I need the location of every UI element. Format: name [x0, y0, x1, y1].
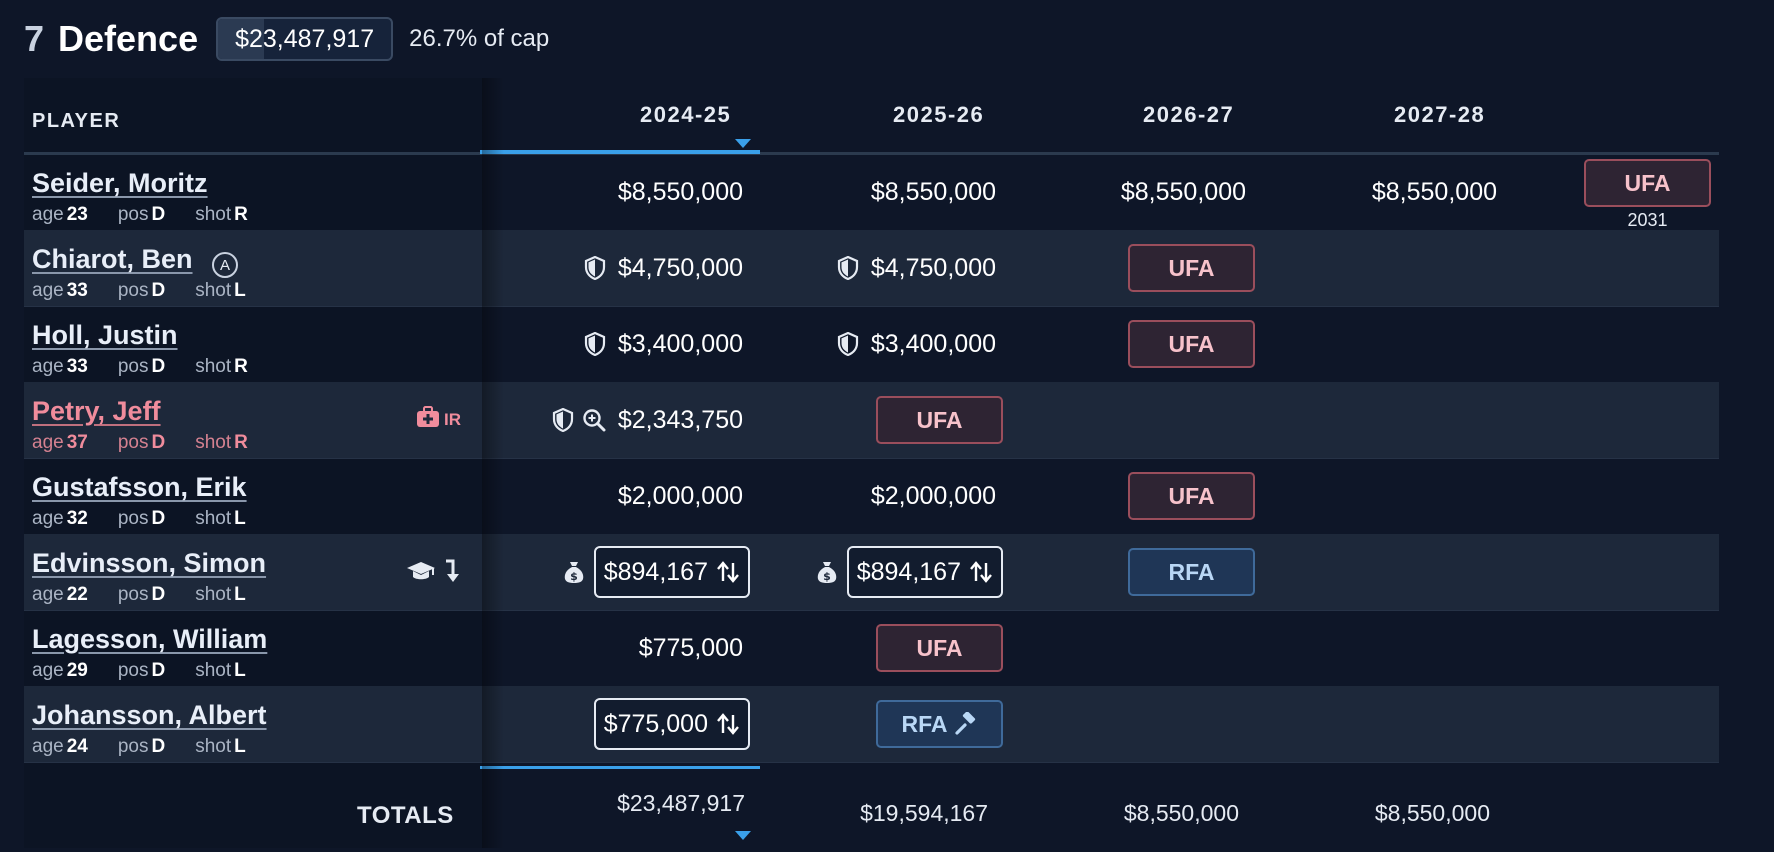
ufa-status-badge[interactable]: UFA: [1128, 320, 1255, 368]
total-2025-26: $19,594,167: [860, 800, 988, 826]
cap-hit-2024-25: $ $894,167: [479, 534, 750, 610]
player-name-link[interactable]: Edvinsson, Simon: [32, 548, 267, 578]
player-meta: age 33 pos D shot R: [32, 356, 248, 377]
cap-total-value: $23,487,917: [235, 24, 375, 53]
table-row: Edvinsson, Simon age 22 pos D shot L $ $894…: [24, 534, 1719, 611]
player-name-link[interactable]: Seider, Moritz: [32, 168, 208, 198]
column-header-2026-27[interactable]: 2026-27: [1143, 102, 1235, 127]
player-meta: age 37 pos D shot R: [32, 432, 248, 453]
shield-icon: [584, 256, 606, 280]
shield-icon: [552, 408, 574, 432]
alternate-captain-badge: A: [212, 252, 238, 278]
player-position: D: [151, 204, 166, 225]
cap-percentage: 26.7% of cap: [409, 25, 550, 52]
column-header-2027-28[interactable]: 2027-28: [1394, 102, 1486, 127]
sort-descending-icon: [735, 831, 751, 840]
totals-row: TOTALS $23,487,917 $19,594,167 $8,550,00…: [24, 766, 1719, 848]
cap-hit-2025-26: $ $894,167: [732, 534, 1003, 610]
section-title: Defence: [58, 18, 199, 59]
svg-text:$: $: [823, 570, 831, 583]
player-meta: age 29 pos D shot L: [32, 660, 246, 681]
player-name-link[interactable]: Johansson, Albert: [32, 700, 267, 730]
player-meta: age 22 pos D shot L: [32, 584, 246, 605]
sorted-column-indicator: [480, 766, 760, 769]
player-age: 23: [66, 204, 88, 225]
cap-hit-2025-26: $3,400,000: [732, 306, 996, 382]
cap-hit-2025-26: $4,750,000: [732, 230, 996, 306]
cap-usage-fill: [218, 19, 265, 59]
money-bag-icon: $: [816, 560, 838, 584]
table-row: Lagesson, William age 29 pos D shot L $775,…: [24, 610, 1719, 687]
defence-table: PLAYER 2024-25 2025-26 2026-27 2027-28 S…: [24, 78, 1719, 848]
table-row: Chiarot, Ben A age 33 pos D shot L $4,750,0…: [24, 230, 1719, 307]
cap-hit-2026-27: $8,550,000: [1120, 177, 1246, 206]
cap-hit-2027-28: $8,550,000: [1371, 177, 1497, 206]
total-2027-28: $8,550,000: [1374, 800, 1490, 826]
player-status-icons: [406, 558, 462, 589]
contract-expiry-year: 2031: [1627, 210, 1668, 230]
table-row: Johansson, Albert age 24 pos D shot L $775,…: [24, 686, 1719, 763]
player-name-link[interactable]: Lagesson, William: [32, 624, 268, 654]
shield-icon: [837, 332, 859, 356]
shield-icon: [584, 332, 606, 356]
table-header: PLAYER 2024-25 2025-26 2026-27 2027-28: [24, 78, 1719, 155]
cap-hit-2024-25: $8,550,000: [617, 177, 743, 206]
player-shot: R: [234, 204, 248, 225]
magnify-plus-icon: [582, 408, 606, 432]
player-meta: age 33 pos D shot L: [32, 280, 246, 301]
cap-hit-2024-25: $775,000: [638, 633, 743, 662]
player-name-link[interactable]: Petry, Jeff: [32, 396, 161, 426]
arrow-turn-down-icon: [444, 558, 462, 589]
ufa-status-badge[interactable]: UFA: [876, 624, 1003, 672]
sort-descending-icon: [735, 139, 751, 148]
cap-hit-slide-button[interactable]: $894,167: [593, 546, 750, 598]
cap-hit-2024-25: $2,000,000: [617, 481, 743, 510]
player-name-link[interactable]: Holl, Justin: [32, 320, 178, 350]
total-2024-25: $23,487,917: [617, 790, 745, 816]
ufa-status-badge[interactable]: UFA: [1128, 472, 1255, 520]
sorted-column-indicator: [480, 150, 760, 154]
money-bag-icon: $: [563, 560, 585, 584]
cap-hit-2024-25: $2,343,750: [479, 382, 743, 458]
player-meta: age 32 pos D shot L: [32, 508, 246, 529]
injury-indicator: IR: [416, 406, 461, 433]
ufa-status-badge[interactable]: UFA: [876, 396, 1003, 444]
total-2026-27: $8,550,000: [1123, 800, 1239, 826]
cap-total-badge: $23,487,917: [216, 17, 394, 61]
rfa-status-badge[interactable]: RFA: [876, 700, 1003, 748]
svg-text:$: $: [570, 570, 578, 583]
column-header-2024-25[interactable]: 2024-25: [640, 102, 732, 127]
cap-hit-2024-25: $775,000: [479, 686, 750, 762]
table-row: Gustafsson, Erik age 32 pos D shot L $2,000…: [24, 458, 1719, 535]
cap-hit-slide-button[interactable]: $894,167: [846, 546, 1003, 598]
graduation-cap-icon: [406, 560, 436, 587]
ufa-status-badge[interactable]: UFA: [1584, 159, 1711, 207]
player-name-link[interactable]: Gustafsson, Erik: [32, 472, 247, 502]
table-row: Seider, Moritz age 23 pos D shot R $8,550,0…: [24, 154, 1719, 231]
cap-hit-slide-button[interactable]: $775,000: [593, 698, 750, 750]
section-header: 7 Defence $23,487,917 26.7% of cap: [24, 14, 549, 64]
cap-hit-2024-25: $4,750,000: [479, 230, 743, 306]
player-meta: age 24 pos D shot L: [32, 736, 246, 757]
column-header-player[interactable]: PLAYER: [32, 110, 121, 132]
totals-label: TOTALS: [357, 802, 454, 829]
rfa-status-badge[interactable]: RFA: [1128, 548, 1255, 596]
shield-icon: [837, 256, 859, 280]
medical-kit-icon: [416, 406, 440, 433]
gavel-icon: [954, 712, 978, 736]
cap-hit-2024-25: $3,400,000: [479, 306, 743, 382]
cap-hit-2025-26: $2,000,000: [870, 481, 996, 510]
injured-reserve-label: IR: [444, 409, 461, 429]
player-meta: age 23 pos D shot R: [32, 204, 248, 225]
table-row: Holl, Justin age 33 pos D shot R $3,400,000…: [24, 306, 1719, 383]
column-header-2025-26[interactable]: 2025-26: [893, 102, 985, 127]
player-name-link[interactable]: Chiarot, Ben: [32, 244, 193, 274]
cap-hit-2025-26: $8,550,000: [870, 177, 996, 206]
ufa-status-badge[interactable]: UFA: [1128, 244, 1255, 292]
player-count: 7: [24, 18, 45, 59]
table-row: Petry, Jeff IR age 37 pos D shot R $2,343,7…: [24, 382, 1719, 459]
